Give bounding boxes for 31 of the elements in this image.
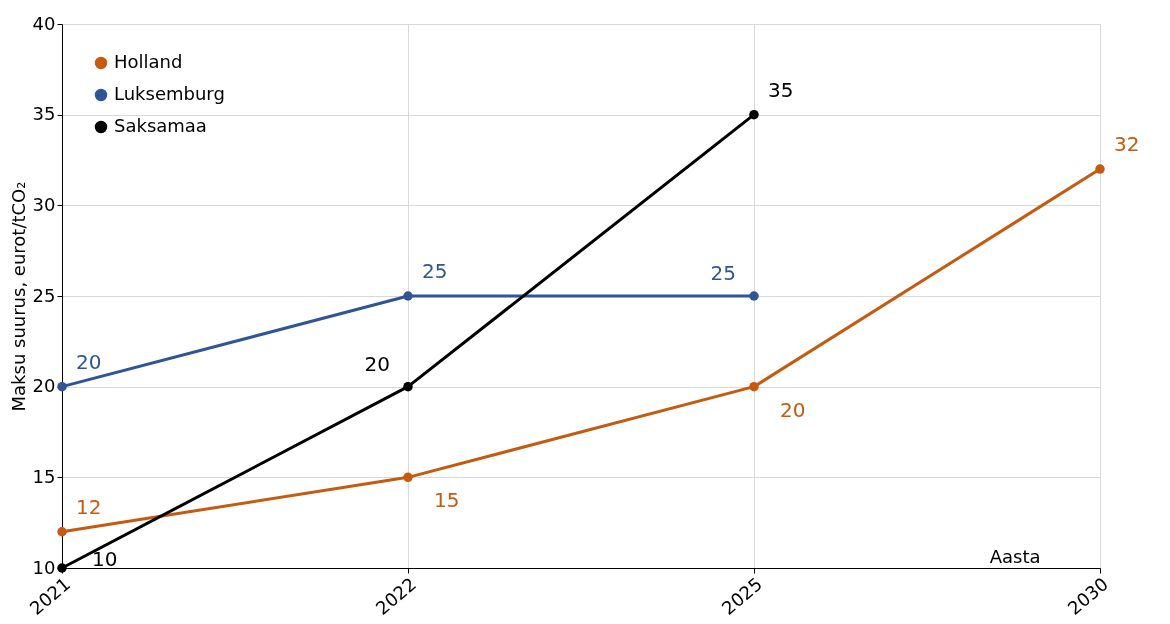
legend-label: Luksemburg bbox=[114, 83, 225, 104]
y-tick-label: 40 bbox=[32, 12, 56, 34]
y-tick-label: 35 bbox=[32, 103, 56, 125]
legend-label: Holland bbox=[114, 51, 183, 72]
data-label: 10 bbox=[92, 547, 118, 571]
y-tick-label: 30 bbox=[32, 193, 56, 215]
y-tick-label: 10 bbox=[32, 556, 56, 578]
y-tick-label: 15 bbox=[32, 465, 56, 487]
data-label: 20 bbox=[780, 397, 806, 422]
point bbox=[403, 291, 413, 301]
y-axis-title: Maksu suurus, eurot/tCO₂ bbox=[7, 181, 29, 412]
y-tick-label: 20 bbox=[32, 375, 56, 397]
x-axis-title: Aasta bbox=[989, 545, 1041, 567]
point bbox=[57, 381, 67, 392]
point bbox=[749, 109, 759, 120]
point bbox=[1095, 164, 1105, 174]
data-label: 25 bbox=[422, 259, 448, 283]
point bbox=[403, 381, 413, 392]
point bbox=[403, 472, 413, 483]
data-label: 32 bbox=[1114, 132, 1140, 157]
data-label: 12 bbox=[76, 494, 102, 519]
y-tick-label: 25 bbox=[32, 284, 56, 306]
data-label: 25 bbox=[710, 261, 736, 285]
legend-label: Saksamaa bbox=[114, 115, 207, 136]
point bbox=[749, 381, 759, 392]
point bbox=[57, 527, 67, 537]
data-label: 20 bbox=[76, 349, 102, 374]
point bbox=[749, 291, 759, 301]
data-label: 35 bbox=[768, 77, 794, 102]
data-label: 15 bbox=[434, 488, 460, 513]
data-label: 20 bbox=[364, 351, 390, 376]
